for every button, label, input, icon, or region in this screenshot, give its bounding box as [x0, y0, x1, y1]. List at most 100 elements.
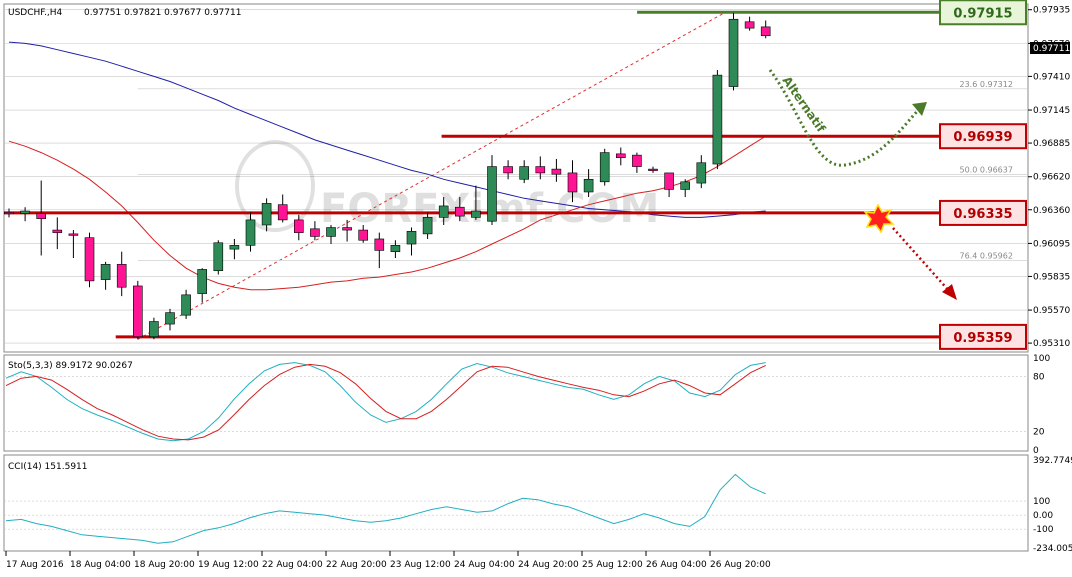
stochastic-lines: 100 80 20 0: [4, 354, 1050, 456]
time-tick-label: 24 Aug 04:00: [454, 560, 515, 570]
candle-bear: [4, 211, 14, 215]
candle-bull: [680, 181, 691, 190]
time-axis: 17 Aug 2016 18 Aug 04:00 18 Aug 20:00 19 Au…: [5, 551, 771, 570]
stochastic-signal-line: [5, 363, 766, 441]
candle-bull: [390, 245, 401, 252]
time-tick-label: 26 Aug 04:00: [646, 560, 707, 570]
price-tick-label: 0.96360: [1033, 206, 1070, 216]
candle-bull: [229, 245, 240, 250]
candle-bear: [277, 204, 288, 221]
stochastic-tick-label: 0: [1033, 446, 1039, 456]
watermark-globe: [235, 140, 315, 232]
candle-bear: [84, 237, 95, 282]
candle-bear: [293, 219, 304, 233]
level-box: [939, 123, 1027, 150]
candle-bull: [583, 178, 594, 193]
time-tick-label: 22 Aug 20:00: [326, 560, 387, 570]
fibonacci-level-label: 23.6 0.97312: [960, 80, 1013, 89]
candle-bear: [503, 166, 513, 174]
price-tick-label: 0.96620: [1033, 173, 1070, 183]
cci-line: 392.7749 100 0.00 -100 -234.0058: [4, 456, 1072, 554]
candle-bear: [648, 168, 658, 171]
stochastic-tick-label: 80: [1033, 372, 1045, 382]
breakout-star-icon: [863, 203, 895, 234]
stochastic-label: Sto(5,3,3) 89.9172 90.0267: [8, 361, 133, 371]
cci-value-line: [5, 473, 766, 544]
grid: [4, 9, 1028, 344]
price-axis: 0.979350.976700.974100.971450.968850.966…: [1028, 6, 1070, 349]
ohlc-label: 0.97751 0.97821 0.97677 0.97711: [84, 8, 241, 18]
candles: [4, 12, 771, 340]
candle-bear: [36, 213, 47, 219]
price-tick-label: 0.95835: [1033, 272, 1070, 282]
candle-bear: [551, 168, 562, 175]
time-tick-label: 17 Aug 2016: [6, 560, 64, 570]
candle-bear: [744, 21, 755, 29]
level-box: [939, 199, 1027, 226]
candle-bear: [632, 154, 642, 167]
candle-bear: [535, 166, 546, 174]
candle-bull: [213, 242, 224, 272]
symbol-label: USDCHF.,H4: [8, 8, 63, 18]
candle-bull: [728, 18, 739, 87]
cci-tick-label: 0.00: [1033, 511, 1053, 521]
fibonacci-level-label: 50.0 0.96637: [960, 166, 1013, 175]
level-label: 0.96335: [953, 207, 1012, 222]
current-price-tag: [1030, 42, 1070, 54]
candle-bull: [599, 152, 610, 183]
cci-tick-label: 100: [1033, 497, 1050, 507]
level-label: 0.97915: [953, 6, 1012, 21]
time-tick-label: 24 Aug 20:00: [518, 560, 579, 570]
alternative-arrow: [768, 69, 922, 167]
candle-bull: [165, 312, 175, 325]
cci-label: CCI(14) 151.5911: [8, 462, 88, 472]
stochastic-main-line: [5, 362, 766, 442]
candle-bull: [712, 74, 723, 165]
candle-bear: [68, 233, 79, 236]
candle-bear: [52, 229, 63, 233]
candle-bull: [197, 269, 207, 294]
stochastic-tick-label: 20: [1033, 428, 1045, 438]
cci-tick-label: 392.7749: [1033, 456, 1072, 466]
candle-bull: [696, 162, 707, 184]
alternative-arrowhead: [912, 102, 927, 116]
candle-bull: [20, 210, 30, 214]
ma-fast-line: [8, 135, 766, 291]
price-tick-label: 0.96095: [1033, 239, 1070, 249]
time-tick-label: 23 Aug 12:00: [390, 560, 451, 570]
cci-tick-label: -234.0058: [1033, 544, 1072, 554]
candle-bear: [310, 228, 320, 237]
candle-bull: [245, 219, 256, 246]
candle-bull: [406, 231, 417, 245]
down-arrow: [892, 227, 951, 293]
candle-bull: [100, 264, 111, 280]
time-tick-label: 18 Aug 20:00: [134, 560, 195, 570]
price-tick-label: 0.96885: [1033, 139, 1070, 149]
price-tick-label: 0.97410: [1033, 72, 1070, 82]
price-tick-label: 0.97145: [1033, 106, 1070, 116]
candle-bear: [374, 238, 385, 251]
candle-bull: [471, 210, 481, 218]
stochastic-tick-label: 100: [1033, 354, 1050, 364]
current-price-label: 0.97711: [1033, 44, 1070, 54]
level-label: 0.96939: [953, 130, 1012, 145]
time-tick-label: 18 Aug 04:00: [70, 560, 131, 570]
cci-panel-frame: [3, 454, 1029, 552]
candle-bull: [149, 321, 159, 338]
price-panel-frame: [3, 3, 1029, 353]
candle-bear: [133, 285, 143, 338]
candle-bull: [261, 203, 272, 226]
candle-bear: [358, 229, 369, 241]
candle-bear: [116, 264, 127, 288]
candle-bear: [615, 153, 626, 158]
level-label: 0.95359: [953, 331, 1012, 346]
level-box: [939, 0, 1027, 26]
candle-bear: [567, 172, 578, 193]
price-tick-label: 0.97935: [1033, 6, 1070, 16]
cci-tick-label: -100: [1033, 525, 1054, 535]
candle-bull: [181, 294, 191, 316]
candle-bull: [487, 166, 497, 222]
time-tick-label: 22 Aug 04:00: [262, 560, 323, 570]
price-tick-label: 0.95310: [1033, 339, 1070, 349]
